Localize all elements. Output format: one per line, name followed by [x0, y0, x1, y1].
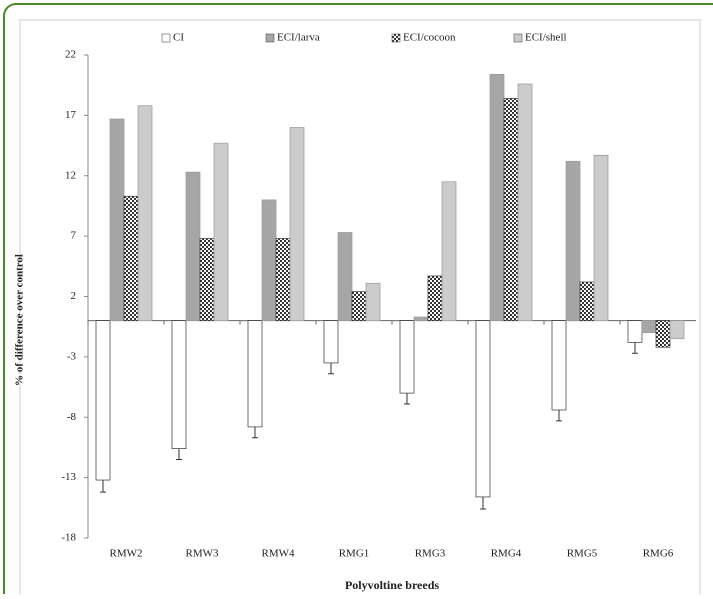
- bar: [413, 316, 429, 321]
- bar: [261, 199, 277, 321]
- frame: [3, 3, 713, 599]
- legend-label: CI: [173, 32, 184, 44]
- bar: [123, 195, 139, 321]
- bar: [517, 83, 533, 322]
- bar: [275, 238, 291, 321]
- y-tick-label: 2: [71, 290, 77, 302]
- bar: [137, 105, 153, 321]
- y-axis-label: % of difference over control: [14, 254, 26, 386]
- legend-swatch: [513, 33, 523, 43]
- bar: [247, 320, 263, 428]
- bar: [669, 320, 685, 340]
- error-bar: [252, 426, 258, 439]
- bar: [551, 320, 567, 411]
- bar: [593, 154, 609, 322]
- y-tick-label: -8: [67, 411, 77, 423]
- legend-label: ECI/larva: [277, 32, 320, 44]
- x-tick-label: RMW3: [186, 548, 220, 560]
- bar: [289, 127, 305, 321]
- error-bar: [632, 342, 638, 354]
- x-tick-label: RMG1: [339, 548, 370, 560]
- error-bar: [176, 448, 182, 461]
- legend-swatch: [265, 33, 275, 43]
- bar: [365, 282, 381, 321]
- bar: [199, 238, 215, 321]
- error-bar: [404, 393, 410, 405]
- y-tick-label: 7: [71, 230, 77, 242]
- x-tick-label: RMG5: [567, 548, 598, 560]
- bar: [565, 160, 581, 321]
- y-tick-label: -13: [61, 471, 76, 483]
- bar: [337, 232, 353, 322]
- x-tick-label: RMG6: [643, 548, 674, 560]
- y-tick-label: 22: [65, 49, 76, 61]
- bar: [641, 320, 657, 334]
- bar: [185, 171, 201, 322]
- y-tick-label: 12: [65, 169, 76, 181]
- bar: [655, 320, 671, 348]
- error-bar: [556, 410, 562, 422]
- bar: [427, 275, 443, 322]
- x-tick-label: RMG4: [491, 548, 522, 560]
- bar: [109, 118, 125, 321]
- bar: [213, 142, 229, 322]
- y-tick-label: 17: [65, 109, 77, 121]
- x-tick-label: RMW4: [262, 548, 296, 560]
- legend-swatch: [391, 33, 401, 43]
- bar: [627, 320, 643, 343]
- legend-swatch: [161, 33, 171, 43]
- x-tick-label: RMG3: [415, 548, 446, 560]
- x-tick-label: RMW2: [110, 548, 143, 560]
- bar: [475, 320, 491, 498]
- error-bar: [480, 496, 486, 510]
- legend-label: ECI/shell: [525, 32, 567, 44]
- bar: [579, 281, 595, 322]
- bar: [503, 98, 519, 321]
- error-bar: [328, 362, 334, 375]
- legend-label: ECI/cocoon: [403, 32, 456, 44]
- bar: [171, 320, 187, 449]
- y-tick-label: -3: [67, 350, 77, 362]
- y-tick-label: -18: [61, 532, 76, 544]
- bar: [489, 73, 505, 322]
- x-axis-label: Polyvoltine breeds: [345, 578, 439, 592]
- bar: [399, 320, 415, 394]
- bar: [441, 181, 457, 322]
- error-bar: [100, 480, 106, 493]
- bar: [351, 291, 367, 322]
- bar: [323, 320, 339, 364]
- bar: [95, 320, 111, 481]
